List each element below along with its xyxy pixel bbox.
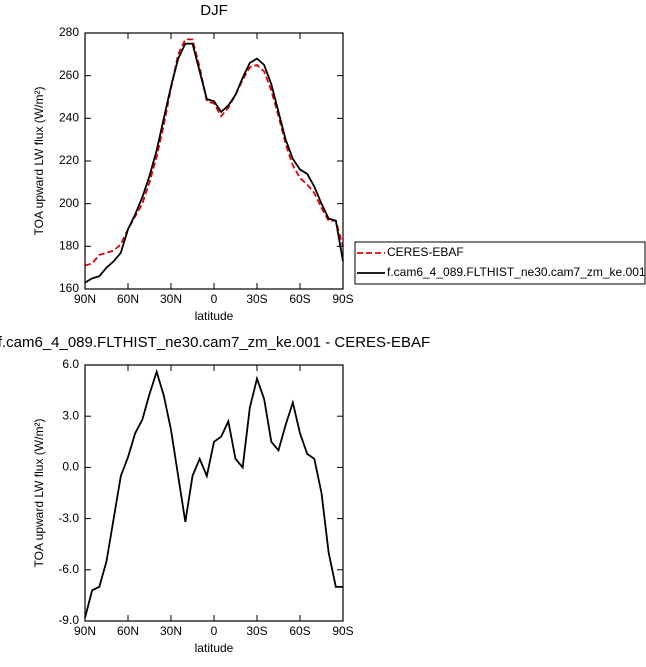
y-tick-label: 220 [59,153,79,167]
y-tick-label: -6.0 [58,562,79,576]
legend-box [354,241,646,285]
y-tick-label: 280 [59,25,79,39]
x-tick-label: 30N [160,292,182,306]
plot-frame [84,364,344,622]
y-tick-label: 0.0 [62,460,79,474]
y-axis-label: TOA upward LW flux (W/m²) [32,419,46,568]
x-axis-label: latitude [195,641,234,655]
x-tick-label: 30S [246,624,267,638]
legend-label: CERES-EBAF [387,245,464,259]
x-axis-label: latitude [195,309,234,323]
x-tick-label: 90S [332,292,353,306]
y-tick-label: 260 [59,68,79,82]
y-tick-label: 6.0 [62,357,79,371]
x-tick-label: 60S [289,292,310,306]
y-tick-label: 160 [59,281,79,295]
legend-label: f.cam6_4_089.FLTHIST_ne30.cam7_zm_ke.001 [387,265,646,279]
y-tick-label: 240 [59,111,79,125]
x-tick-label: 30N [160,624,182,638]
x-tick-label: 0 [211,624,218,638]
y-axis-label: TOA upward LW flux (W/m²) [32,87,46,236]
x-tick-label: 60N [117,292,139,306]
data-line [84,42,344,284]
x-tick-label: 90N [74,624,96,638]
x-tick-label: 90N [74,292,96,306]
x-tick-label: 60N [117,624,139,638]
x-tick-label: 60S [289,624,310,638]
x-tick-label: 30S [246,292,267,306]
y-tick-label: -3.0 [58,511,79,525]
data-line [84,368,343,618]
x-tick-label: 0 [211,292,218,306]
plot-frame [84,32,344,290]
y-tick-label: 180 [59,239,79,253]
data-line [84,38,344,267]
x-tick-label: 90S [332,624,353,638]
chart-title: f.cam6_4_089.FLTHIST_ne30.cam7_zm_ke.001… [0,334,430,351]
y-tick-label: 200 [59,196,79,210]
y-tick-label: 3.0 [62,408,79,422]
chart-title: DJF [200,2,228,19]
y-tick-label: -9.0 [58,613,79,627]
